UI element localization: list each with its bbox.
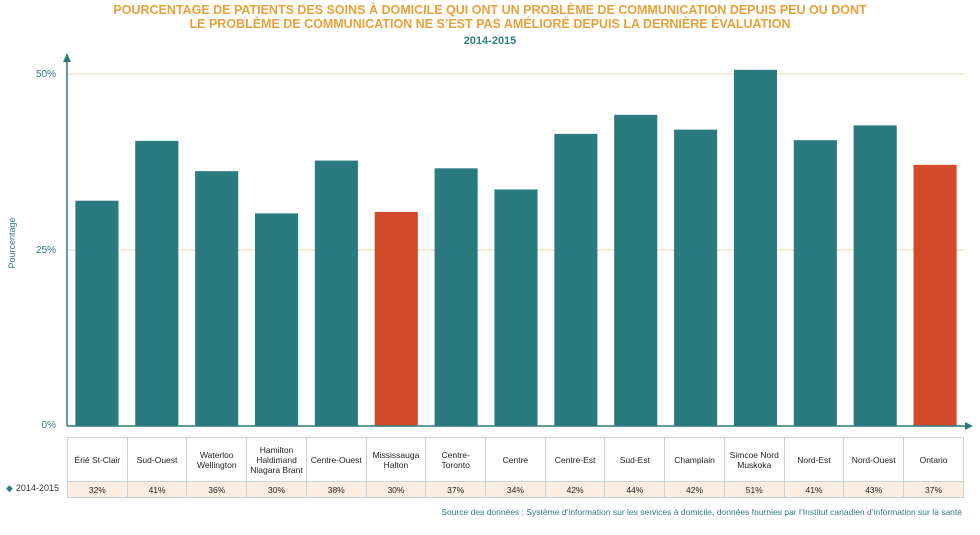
diamond-icon: ◆ xyxy=(6,483,13,493)
category-label-6: Centre-Toronto xyxy=(425,437,487,482)
bar-0 xyxy=(75,200,119,426)
chart-title-line2: LE PROBLÈME DE COMMUNICATION NE S’EST PA… xyxy=(189,17,791,31)
bar-6 xyxy=(434,168,478,426)
bar-11 xyxy=(733,69,778,426)
series-label-text: 2014-2015 xyxy=(15,483,59,493)
category-label-9: Sud-Est xyxy=(604,437,666,482)
category-label-11: Simcoe Nord Muskoka xyxy=(723,437,785,482)
y-tick-label-0: 0% xyxy=(41,420,56,431)
source-note: Source des données : Système d’informati… xyxy=(441,507,962,517)
bar-3 xyxy=(254,213,299,426)
category-label-7: Centre xyxy=(485,437,546,482)
value-label-13: 43% xyxy=(843,481,905,498)
bar-1 xyxy=(135,140,179,426)
chart-title: POURCENTAGE DE PATIENTS DES SOINS À DOMI… xyxy=(0,3,980,31)
bar-9 xyxy=(614,114,658,426)
bar-13 xyxy=(853,125,897,426)
value-label-11: 51% xyxy=(723,481,785,498)
value-label-2: 36% xyxy=(186,481,248,498)
y-tick-label-50: 50% xyxy=(35,69,56,80)
category-label-3: Hamilton Haldimand Niagara Brant xyxy=(246,437,307,482)
category-label-10: Champlain xyxy=(664,437,725,482)
value-label-12: 41% xyxy=(783,481,845,498)
category-label-12: Nord-Est xyxy=(783,437,845,482)
bar-8 xyxy=(554,133,598,426)
y-tick-label-25: 25% xyxy=(35,245,56,256)
value-label-1: 41% xyxy=(126,481,188,498)
category-label-1: Sud-Ouest xyxy=(126,437,188,482)
value-label-10: 42% xyxy=(664,481,725,498)
category-label-5: Mississauga Halton xyxy=(365,437,427,482)
bar-2 xyxy=(195,171,239,426)
bar-14 xyxy=(913,164,957,427)
category-label-8: Centre-Est xyxy=(544,437,606,482)
category-label-14: Ontario xyxy=(903,437,964,482)
y-axis-label: Pourcentage xyxy=(7,217,17,269)
bar-4 xyxy=(314,160,358,427)
value-label-6: 37% xyxy=(425,481,487,498)
value-label-0: 32% xyxy=(67,481,128,498)
value-row: 32% 41% 36% 30% 38% 30% 37% 34% 42% 44% 42% 51% 41% 4… xyxy=(67,481,964,498)
series-label: ◆ 2014-2015 xyxy=(6,483,59,494)
category-label-4: Centre-Ouest xyxy=(305,437,367,482)
chart-subtitle: 2014-2015 xyxy=(463,35,517,47)
chart-title-line1: POURCENTAGE DE PATIENTS DES SOINS À DOMI… xyxy=(113,3,867,17)
category-label-0: Érié St-Clair xyxy=(67,437,128,482)
bar-10 xyxy=(674,129,718,426)
bar-chart xyxy=(63,53,973,430)
category-label-2: Waterloo Wellington xyxy=(186,437,248,482)
data-table: Érié St-Clair Sud-Ouest Waterloo Wellingto… xyxy=(67,437,964,498)
value-label-9: 44% xyxy=(604,481,666,498)
category-label-13: Nord-Ouest xyxy=(843,437,905,482)
value-label-3: 30% xyxy=(246,481,307,498)
bar-12 xyxy=(793,140,837,426)
value-label-5: 30% xyxy=(365,481,427,498)
bar-7 xyxy=(494,189,538,426)
category-header-row: Érié St-Clair Sud-Ouest Waterloo Wellingto… xyxy=(67,437,964,482)
value-label-7: 34% xyxy=(485,481,546,498)
bar-5 xyxy=(374,211,418,426)
x-axis-arrow-icon xyxy=(965,422,973,430)
value-label-4: 38% xyxy=(305,481,367,498)
value-label-8: 42% xyxy=(544,481,606,498)
value-label-14: 37% xyxy=(903,481,964,498)
y-axis-arrow-icon xyxy=(63,53,71,62)
